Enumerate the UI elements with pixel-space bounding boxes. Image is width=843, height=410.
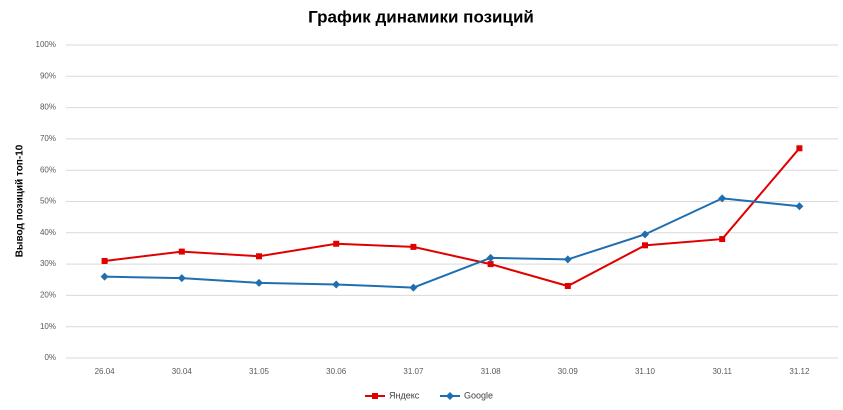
point [177,274,186,283]
y-tick-label: 40% [40,228,56,237]
x-tick-label: 30.06 [326,367,347,376]
x-tick-label: 31.12 [789,367,810,376]
point [332,280,341,289]
y-tick-label: 100% [36,40,56,49]
point [564,283,571,290]
x-tick-label: 31.07 [403,367,424,376]
y-tick-label: 50% [40,197,56,206]
x-tick-label: 30.09 [558,367,579,376]
y-tick-label: 0% [44,353,56,362]
point [718,194,727,203]
y-tick-label: 60% [40,165,56,174]
legend-label: Google [464,390,493,400]
point [100,272,109,281]
x-tick-label: 31.10 [635,367,656,376]
legend-label: Яндекс [389,390,420,400]
y-tick-label: 20% [40,291,56,300]
x-tick-label: 26.04 [95,367,116,376]
y-tick-label: 90% [40,71,56,80]
point [333,240,340,247]
x-tick-label: 30.04 [172,367,193,376]
x-tick-label: 31.05 [249,367,270,376]
point [795,202,804,211]
y-tick-label: 30% [40,259,56,268]
y-tick-label: 80% [40,103,56,112]
point [642,242,648,249]
point [409,283,418,292]
y-tick-label: 10% [40,322,56,331]
x-tick-label: 30.11 [712,367,732,376]
series-line [104,197,800,289]
point [101,257,108,264]
point [178,248,185,255]
point [410,243,417,250]
y-tick-label: 70% [40,134,56,143]
series-line [104,147,801,288]
legend-marker [372,393,378,399]
point [256,253,262,260]
legend-marker [446,392,454,400]
x-tick-label: 31.08 [481,367,502,376]
point [563,255,572,264]
point [255,278,263,287]
point [486,253,495,262]
point [796,145,803,152]
point [719,236,726,243]
y-axis-label: Вывод позиций топ-10 [15,144,26,257]
chart-title: График динамики позиций [308,7,534,26]
point [487,261,494,268]
point [641,230,649,239]
